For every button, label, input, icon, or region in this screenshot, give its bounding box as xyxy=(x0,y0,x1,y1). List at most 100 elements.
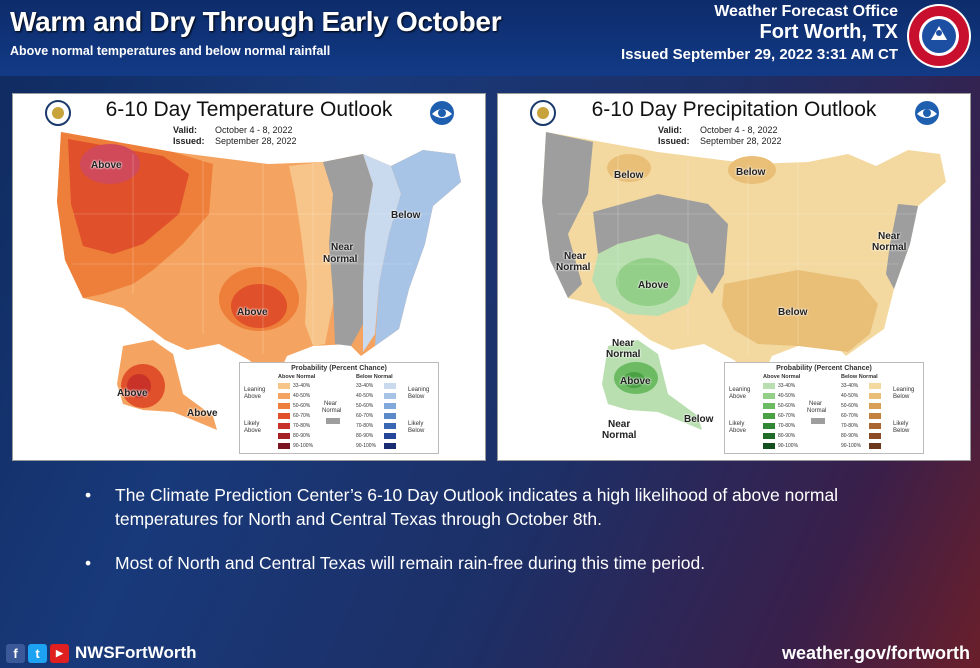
bullet-item: The Climate Prediction Center’s 6-10 Day… xyxy=(82,483,922,531)
noaa-logo-icon xyxy=(915,101,939,125)
legend-range-above: 70-80% xyxy=(778,423,796,429)
temperature-map xyxy=(57,132,461,430)
valid-label: Valid: xyxy=(173,125,198,135)
map-label-normal-ak2: Normal xyxy=(602,430,637,441)
website-link[interactable]: weather.gov/fortworth xyxy=(781,643,970,663)
map-label-below-ne: Below xyxy=(391,210,421,221)
legend-range-below: 90-100% xyxy=(356,443,377,449)
header-banner: Warm and Dry Through Early October Above… xyxy=(0,0,980,76)
issued-value: September 28, 2022 xyxy=(215,136,297,146)
legend-range-below: 33-40% xyxy=(841,383,859,389)
legend-likely-below: Likely Below xyxy=(408,421,425,434)
youtube-icon[interactable]: ▶ xyxy=(50,643,69,663)
map-label-near: Near xyxy=(331,242,354,253)
commerce-seal-icon xyxy=(45,100,71,126)
legend-range-above: 70-80% xyxy=(293,423,311,429)
map-label-below-n: Below xyxy=(736,167,766,178)
valid-value: October 4 - 8, 2022 xyxy=(700,125,778,135)
legend-likely-above: Likely Above xyxy=(729,421,747,434)
social-handle[interactable]: NWSFortWorth xyxy=(75,643,197,662)
summary-bullets: The Climate Prediction Center’s 6-10 Day… xyxy=(82,483,922,595)
issued-value: September 28, 2022 xyxy=(700,136,782,146)
legend-swatch-above xyxy=(763,393,775,399)
map-label-normal-ak: Normal xyxy=(606,349,641,360)
legend-swatch-below xyxy=(384,393,396,399)
map-label-below-se: Below xyxy=(778,307,808,318)
footer: f t ▶ NWSFortWorth weather.gov/fortworth xyxy=(0,637,980,668)
legend-range-below: 60-70% xyxy=(841,413,859,419)
page-subtitle: Above normal temperatures and below norm… xyxy=(10,44,331,58)
legend-swatch-above xyxy=(278,443,290,449)
legend-range-above: 80-90% xyxy=(293,433,311,439)
map-label-near-e: Near xyxy=(878,231,901,242)
office-name: Weather Forecast Office xyxy=(714,3,898,20)
legend-range-above: 50-60% xyxy=(778,403,796,409)
legend-swatch-below xyxy=(384,423,396,429)
legend-title: Probability (Percent Chance) xyxy=(776,365,872,372)
map-label-normal-w: Normal xyxy=(556,262,591,273)
office-block: Weather Forecast Office Fort Worth, TX I… xyxy=(621,3,898,63)
legend-near: Near xyxy=(324,401,338,407)
map-label-near-ak: Near xyxy=(612,338,635,349)
legend-range-above: 90-100% xyxy=(778,443,799,449)
temperature-outlook-title: 6-10 Day Temperature Outlook xyxy=(105,98,393,121)
legend-range-below: 33-40% xyxy=(356,383,374,389)
temperature-validity: Valid: October 4 - 8, 2022 Issued: Septemb… xyxy=(173,125,297,147)
legend-range-below: 60-70% xyxy=(356,413,374,419)
legend-range-above: 40-50% xyxy=(778,393,796,399)
legend-below-head: Below Normal xyxy=(841,374,878,380)
legend-above-head: Above Normal xyxy=(763,374,801,380)
valid-value: October 4 - 8, 2022 xyxy=(215,125,293,135)
legend-range-below: 70-80% xyxy=(841,423,859,429)
precipitation-outlook-title: 6-10 Day Precipitation Outlook xyxy=(591,98,877,121)
legend-swatch-below xyxy=(869,383,881,389)
legend-range-below: 80-90% xyxy=(841,433,859,439)
legend-range-below: 70-80% xyxy=(356,423,374,429)
twitter-icon[interactable]: t xyxy=(28,643,47,663)
valid-label: Valid: xyxy=(658,125,683,135)
legend-range-above: 60-70% xyxy=(778,413,796,419)
office-city: Fort Worth, TX xyxy=(759,21,899,43)
temperature-legend: Probability (Percent Chance) Above Norma… xyxy=(239,362,439,454)
legend-swatch-above xyxy=(278,423,290,429)
map-label-above-nw: Above xyxy=(91,160,122,171)
legend-swatch-above xyxy=(278,383,290,389)
map-label-above-south: Above xyxy=(237,307,268,318)
legend-swatch-below xyxy=(384,383,396,389)
commerce-seal-icon xyxy=(530,100,556,126)
precipitation-map xyxy=(542,132,946,430)
legend-likely-below: Likely Below xyxy=(893,421,910,434)
precipitation-validity: Valid: October 4 - 8, 2022 Issued: Septemb… xyxy=(658,125,782,147)
issued-time: Issued September 29, 2022 3:31 AM CT xyxy=(620,46,898,63)
legend-swatch-above xyxy=(763,413,775,419)
legend-normal: Normal xyxy=(322,408,342,414)
legend-range-below: 40-50% xyxy=(356,393,374,399)
map-label-near-w: Near xyxy=(564,251,587,262)
legend-leaning-above: Leaning Above xyxy=(729,387,751,400)
legend-swatch-above xyxy=(763,433,775,439)
map-label-above-sw: Above xyxy=(638,280,669,291)
facebook-icon[interactable]: f xyxy=(6,643,25,663)
legend-swatch-above xyxy=(763,403,775,409)
noaa-logo-icon xyxy=(430,101,454,125)
legend-range-below: 90-100% xyxy=(841,443,862,449)
map-label-above-ak2: Above xyxy=(187,408,218,419)
map-label-above-ak: Above xyxy=(620,376,651,387)
map-label-below-ak: Below xyxy=(684,414,714,425)
legend-normal: Normal xyxy=(807,408,827,414)
legend-near: Near xyxy=(809,401,823,407)
legend-range-below: 80-90% xyxy=(356,433,374,439)
legend-range-above: 80-90% xyxy=(778,433,796,439)
legend-swatch-below xyxy=(869,443,881,449)
legend-likely-above: Likely Above xyxy=(244,421,262,434)
legend-near-swatch xyxy=(811,418,825,424)
legend-range-above: 60-70% xyxy=(293,413,311,419)
page-title: Warm and Dry Through Early October xyxy=(10,6,502,37)
legend-swatch-below xyxy=(384,443,396,449)
legend-range-above: 90-100% xyxy=(293,443,314,449)
precipitation-outlook-panel: 6-10 Day Precipitation Outlook Valid: Oct… xyxy=(497,93,971,461)
legend-below-head: Below Normal xyxy=(356,374,393,380)
map-label-below-nw: Below xyxy=(614,170,644,181)
legend-swatch-above xyxy=(278,413,290,419)
legend-swatch-below xyxy=(869,413,881,419)
